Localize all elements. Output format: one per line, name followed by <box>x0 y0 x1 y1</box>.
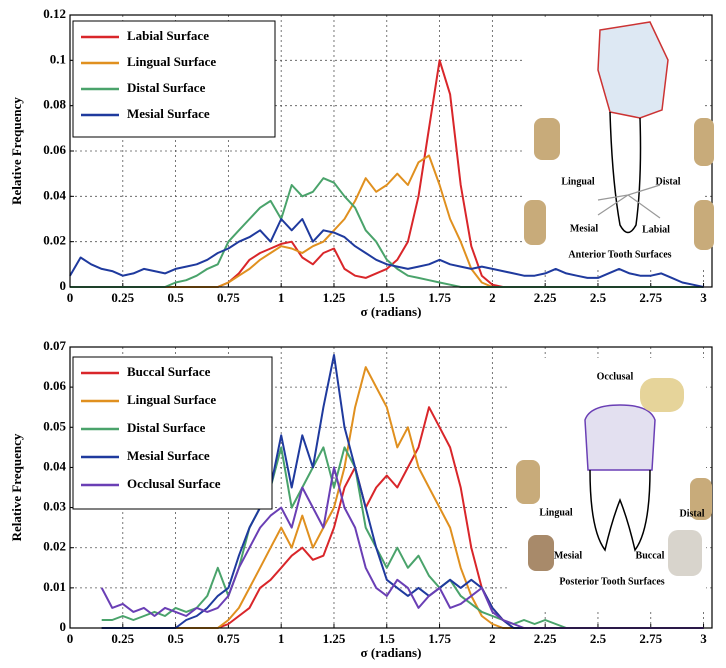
y-axis-label: Relative Frequency <box>9 97 24 205</box>
annotation: Mesial <box>570 223 599 234</box>
tooth-crown <box>597 21 669 119</box>
y-tick-label: 0.08 <box>43 97 66 112</box>
tooth-photo <box>640 378 684 412</box>
tooth-illustration-top <box>522 20 714 268</box>
legend-label: Distal Surface <box>127 80 206 95</box>
x-tick-label: 0.75 <box>217 290 240 305</box>
direction-arrows <box>597 184 661 219</box>
tooth-illustration-bottom <box>510 358 712 612</box>
tooth-crown <box>584 404 656 471</box>
annotation: Occlusal <box>597 371 634 382</box>
x-tick-label: 2.75 <box>639 290 662 305</box>
y-tick-label: 0.06 <box>43 142 66 157</box>
legend-label: Mesial Surface <box>127 448 210 463</box>
x-tick-label: 2.5 <box>590 290 607 305</box>
y-tick-label: 0.1 <box>50 51 66 66</box>
x-tick-label: 0.25 <box>111 290 134 305</box>
x-axis-label: σ (radians) <box>361 304 422 319</box>
x-tick-label: 1.5 <box>379 631 396 646</box>
x-tick-label: 3 <box>700 290 707 305</box>
tooth-photo <box>668 530 702 576</box>
tooth-photo <box>534 118 560 160</box>
legend-box <box>72 356 273 510</box>
tooth-photo <box>528 535 554 571</box>
tooth-root <box>609 111 642 234</box>
tooth-photo <box>690 478 712 520</box>
y-tick-label: 0.03 <box>43 499 66 514</box>
legend-label: Lingual Surface <box>127 392 216 407</box>
y-axis-label: Relative Frequency <box>9 433 24 541</box>
y-tick-label: 0 <box>60 619 67 634</box>
x-tick-label: 2.25 <box>534 290 557 305</box>
x-tick-label: 0.5 <box>167 631 184 646</box>
annotation: Buccal <box>636 550 665 561</box>
legend-label: Mesial Surface <box>127 106 210 121</box>
y-tick-label: 0.06 <box>43 378 66 393</box>
annotation: Lingual <box>539 507 573 518</box>
y-tick-label: 0.04 <box>43 187 66 202</box>
legend: Labial Surface Lingual Surface Distal Surf… <box>72 20 276 138</box>
tooth-photo <box>694 200 714 250</box>
x-tick-label: 1.75 <box>428 631 451 646</box>
tooth-photo <box>694 118 714 166</box>
legend-label: Distal Surface <box>127 420 206 435</box>
x-tick-label: 1 <box>278 631 285 646</box>
x-tick-label: 1.25 <box>323 631 346 646</box>
annotation: Anterior Tooth Surfaces <box>568 249 671 260</box>
x-tick-label: 0.25 <box>111 631 134 646</box>
legend-label: Lingual Surface <box>127 54 216 69</box>
x-tick-label: 2.25 <box>534 631 557 646</box>
annotation: Distal <box>680 508 705 519</box>
legend-label: Occlusal Surface <box>127 476 221 491</box>
annotation: Distal <box>656 176 681 187</box>
x-tick-label: 3 <box>700 631 707 646</box>
x-tick-label: 0.5 <box>167 290 184 305</box>
x-tick-label: 0 <box>67 290 74 305</box>
x-tick-label: 2 <box>489 631 496 646</box>
annotation: Mesial <box>554 550 583 561</box>
annotation: Posterior Tooth Surfaces <box>559 576 664 587</box>
tooth-root <box>589 469 651 552</box>
x-tick-label: 1.5 <box>379 290 396 305</box>
legend-box <box>72 20 276 138</box>
y-tick-label: 0.07 <box>43 338 66 353</box>
x-tick-label: 1 <box>278 290 285 305</box>
legend-label: Labial Surface <box>127 28 209 43</box>
x-tick-label: 1.75 <box>428 290 451 305</box>
x-tick-label: 2 <box>489 290 496 305</box>
x-axis-label: σ (radians) <box>361 645 422 660</box>
chart-panel: 0 0.25 0.5 0.75 1 1.25 1.5 1.75 2 2.25 2.5 2.75 3 0 0.… <box>9 6 713 319</box>
x-tick-label: 0.75 <box>217 631 240 646</box>
y-tick-label: 0.01 <box>43 579 66 594</box>
annotation: Lingual <box>561 176 595 187</box>
legend: Buccal Surface Lingual Surface Distal Surf… <box>72 356 273 510</box>
legend-label: Buccal Surface <box>127 364 211 379</box>
y-tick-label: 0.04 <box>43 458 66 473</box>
x-tick-label: 1.25 <box>323 290 346 305</box>
x-tick-label: 2.5 <box>590 631 607 646</box>
x-tick-label: 0 <box>67 631 74 646</box>
y-tick-label: 0.02 <box>43 233 66 248</box>
y-tick-label: 0.02 <box>43 539 66 554</box>
tooth-photo <box>524 200 546 245</box>
tooth-photo <box>516 460 540 504</box>
x-tick-label: 2.75 <box>639 631 662 646</box>
series-line <box>69 218 704 288</box>
annotation: Labial <box>642 224 670 235</box>
y-tick-label: 0.12 <box>43 6 66 21</box>
y-tick-label: 0 <box>60 278 67 293</box>
y-tick-label: 0.05 <box>43 418 66 433</box>
